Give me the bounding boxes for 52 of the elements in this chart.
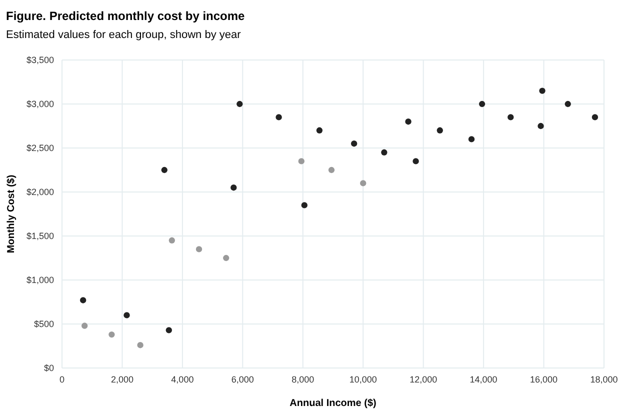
y-tick-label: $1,000: [26, 274, 54, 285]
point: [124, 312, 130, 318]
x-axis-title: Annual Income ($): [290, 398, 376, 409]
x-tick-label: 10,000: [349, 374, 377, 384]
y-tick-label: $3,000: [26, 98, 54, 109]
x-tick-label: 6,000: [231, 374, 254, 384]
point: [223, 254, 230, 262]
x-tick-label: 0: [59, 374, 65, 384]
chart-subtitle: Estimated values for each group, shown by year: [6, 29, 242, 41]
chart-title: Figure. Predicted monthly cost by income: [6, 9, 246, 23]
x-tick-label: 2,000: [110, 374, 134, 384]
point: [539, 88, 546, 94]
point: [108, 331, 115, 338]
point: [350, 140, 358, 147]
y-tick-label: $2,500: [26, 142, 54, 153]
point: [196, 246, 202, 252]
point: [168, 237, 175, 244]
x-tick-label: 16,000: [530, 374, 558, 384]
point: [316, 127, 323, 134]
point: [137, 342, 144, 348]
point: [538, 122, 544, 130]
point: [592, 114, 598, 120]
point: [230, 184, 237, 191]
point: [328, 166, 335, 174]
point: [468, 136, 475, 142]
point: [381, 149, 388, 156]
x-tick-label: 12,000: [410, 374, 438, 384]
x-tick-label: 4,000: [171, 374, 194, 384]
x-tick-label: 14,000: [470, 374, 498, 384]
y-tick-label: $1,500: [26, 230, 54, 241]
point: [436, 127, 443, 134]
point: [564, 100, 571, 108]
point: [81, 322, 88, 329]
point: [276, 114, 282, 120]
point: [301, 202, 308, 208]
point: [412, 158, 419, 164]
x-tick-label: 18,000: [590, 374, 618, 384]
point: [80, 297, 86, 304]
point: [298, 158, 304, 164]
y-tick-label: $2,000: [26, 186, 54, 197]
point: [236, 100, 243, 108]
y-axis-title: Monthly Cost ($): [6, 174, 17, 254]
point: [161, 166, 168, 174]
point: [166, 327, 172, 334]
y-tick-label: $0: [44, 362, 54, 373]
point: [405, 118, 412, 125]
point: [478, 100, 486, 108]
y-tick-label: $3,500: [26, 54, 54, 65]
point: [508, 114, 514, 120]
y-tick-label: $500: [34, 318, 54, 329]
x-tick-label: 8,000: [292, 374, 314, 384]
point: [360, 180, 366, 186]
